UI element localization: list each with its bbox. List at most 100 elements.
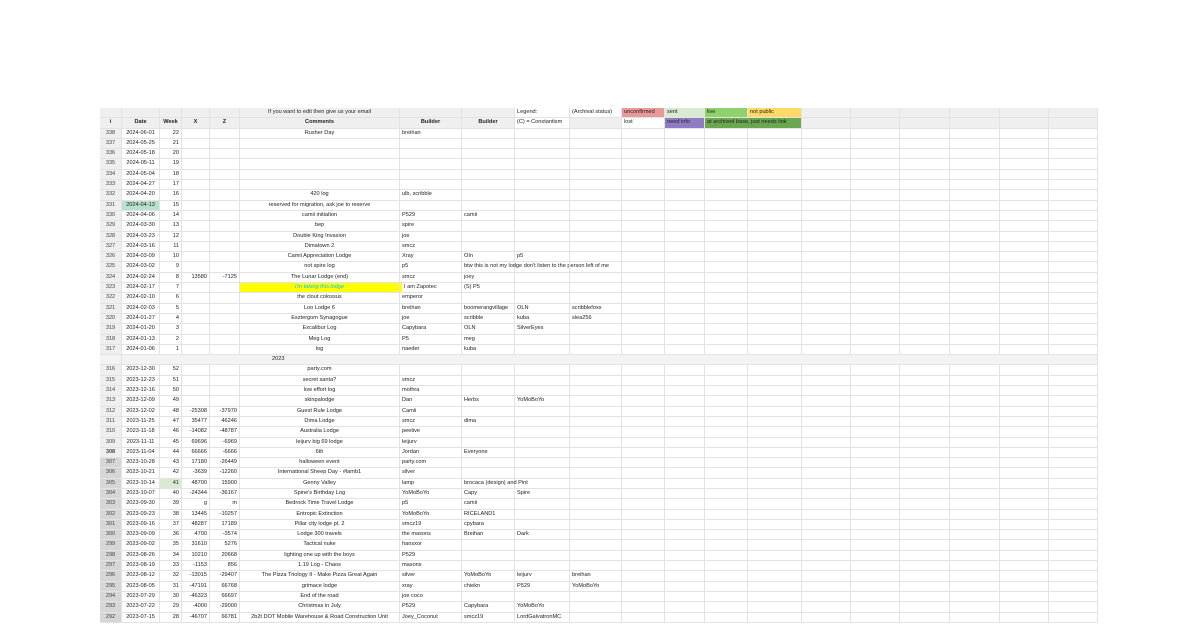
cell[interactable] [210,375,240,387]
header-cell[interactable] [160,108,182,119]
cell[interactable]: Lodge 300 travels [240,530,400,541]
cell[interactable]: breihan [570,571,622,582]
cell[interactable]: Bedrock Time Travel Lodge [240,499,400,510]
cell[interactable] [182,375,210,387]
cell[interactable] [462,293,515,304]
cell[interactable] [851,612,900,623]
column-header-6[interactable]: Builder [400,118,462,129]
cell[interactable]: 47 [160,416,182,428]
cell[interactable]: P529 [400,550,462,562]
cell[interactable]: -46707 [182,612,210,623]
cell[interactable] [748,293,802,304]
cell[interactable]: 36 [160,530,182,541]
cell[interactable] [748,283,802,294]
cell[interactable] [748,499,802,510]
cell[interactable]: smcz [400,416,462,428]
cell[interactable] [515,458,570,469]
cell[interactable]: 2023-07-22 [122,602,160,613]
cell[interactable]: -29407 [210,571,240,582]
cell[interactable] [1000,447,1049,459]
cell[interactable]: 32 [160,571,182,582]
cell[interactable] [665,447,705,459]
cell[interactable] [1000,519,1049,531]
cell[interactable] [1000,210,1049,222]
cell[interactable]: 50 [160,386,182,397]
row-number[interactable]: 328 [100,231,122,242]
cell[interactable] [210,252,240,263]
cell[interactable] [802,138,851,150]
cell[interactable] [665,571,705,582]
cell[interactable] [705,138,748,150]
cell[interactable] [515,128,570,139]
cell[interactable]: International Sheep Day - #lamb1 [240,468,400,479]
row-number[interactable]: 295 [100,581,122,592]
cell[interactable] [900,159,950,170]
cell[interactable] [705,530,748,541]
column-header-0[interactable]: i [100,118,122,129]
legend-lost[interactable]: lost [622,118,665,129]
cell[interactable]: 49 [160,396,182,407]
cell[interactable] [900,416,950,428]
cell[interactable] [570,437,622,448]
cell[interactable]: -6969 [210,437,240,448]
cell[interactable] [950,612,1000,623]
cell[interactable]: 2023-08-12 [122,571,160,582]
cell[interactable] [240,159,400,170]
cell[interactable] [748,530,802,541]
cell[interactable] [900,128,950,139]
cell[interactable] [705,303,748,314]
cell[interactable] [705,375,748,387]
cell[interactable] [182,210,210,222]
cell[interactable] [515,334,570,345]
cell[interactable]: 2023-12-09 [122,396,160,407]
cell[interactable]: 2023-11-04 [122,447,160,459]
cell[interactable] [900,365,950,376]
cell[interactable] [515,262,570,273]
cell[interactable] [622,324,665,335]
cell[interactable] [950,437,1000,448]
cell[interactable] [1049,581,1098,592]
cell[interactable] [802,571,851,582]
cell[interactable] [210,396,240,407]
cell[interactable]: 39 [160,499,182,510]
cell[interactable] [1000,488,1049,500]
cell[interactable]: YoMoBoYo [515,602,570,613]
cell[interactable] [748,406,802,417]
cell[interactable] [851,488,900,500]
cell[interactable]: -14082 [182,427,210,438]
cell[interactable] [210,169,240,181]
cell[interactable]: 2023-12-16 [122,386,160,397]
cell[interactable] [1049,252,1098,263]
cell[interactable] [665,488,705,500]
cell[interactable] [802,200,851,211]
cell[interactable] [802,283,851,294]
cell[interactable]: -25308 [182,406,210,417]
row-number[interactable]: 296 [100,571,122,582]
cell[interactable]: scribblefoxx [570,303,622,314]
cell[interactable]: 2023-10-21 [122,468,160,479]
cell[interactable] [950,468,1000,479]
cell[interactable] [851,293,900,304]
column-header[interactable] [851,118,900,129]
cell[interactable] [1049,283,1098,294]
cell[interactable] [802,180,851,191]
cell[interactable] [802,602,851,613]
cell[interactable] [570,210,622,222]
cell[interactable]: 6 [160,293,182,304]
cell[interactable]: 2024-04-27 [122,180,160,191]
cell[interactable] [802,313,851,325]
cell[interactable] [462,149,515,160]
cell[interactable] [665,561,705,572]
cell[interactable]: 40 [160,488,182,500]
cell[interactable] [515,591,570,603]
cell[interactable] [900,210,950,222]
cell[interactable]: Pillar city lodge pt. 2 [240,519,400,531]
cell[interactable] [748,540,802,551]
cell[interactable]: Rusher Day [240,128,400,139]
cell[interactable] [705,416,748,428]
cell[interactable] [802,252,851,263]
cell[interactable] [570,561,622,572]
cell[interactable] [851,190,900,201]
cell[interactable]: 7 [160,283,182,294]
cell[interactable] [182,190,210,201]
